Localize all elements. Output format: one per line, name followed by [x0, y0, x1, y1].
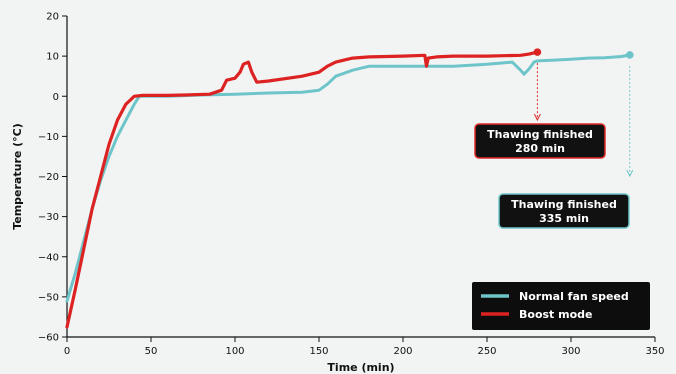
legend-box: [472, 282, 650, 330]
legend: Normal fan speed Boost mode: [472, 282, 650, 330]
x-tick-label: 0: [64, 346, 70, 357]
series-line-normal-fan-speed: [65, 53, 632, 303]
annotation-280-arrowhead: [533, 113, 541, 122]
annotation-280-line1: Thawing finished: [487, 128, 593, 141]
legend-label-boost-mode: Boost mode: [519, 308, 593, 321]
annotation-335-line2: 335 min: [539, 212, 589, 225]
x-tick-label: 200: [393, 346, 412, 357]
series-end-marker-boost-mode: [533, 48, 542, 56]
annotation-layer: Thawing finished 280 min Thawing finishe…: [474, 63, 634, 229]
annotation-280: Thawing finished 280 min: [474, 63, 606, 159]
y-tick-label: 10: [46, 52, 59, 63]
y-axis-title: Temperature (°C): [11, 123, 24, 230]
annotation-335-box: [498, 193, 630, 229]
x-tick-label: 150: [309, 346, 328, 357]
annotation-280-box: [474, 123, 606, 159]
x-tick-label: 250: [477, 346, 496, 357]
x-axis-title: Time (min): [327, 361, 394, 374]
x-tick-label: 300: [561, 346, 580, 357]
y-tick-label: −30: [38, 212, 59, 223]
y-tick-label: 0: [53, 92, 59, 103]
annotation-335-arrowhead: [626, 169, 634, 178]
x-tick-label: 100: [225, 346, 244, 357]
y-tick-label: −50: [38, 292, 59, 303]
y-tick-label: −10: [38, 132, 59, 143]
series-end-marker-normal-fan-speed: [626, 51, 634, 59]
y-tick-label: −60: [38, 333, 59, 344]
x-tick-label: 50: [145, 346, 158, 357]
y-tick-label: −40: [38, 252, 59, 263]
series-layer: [65, 48, 634, 329]
series-line-boost-mode: [65, 50, 540, 329]
annotation-280-line2: 280 min: [515, 142, 565, 155]
legend-label-normal-fan-speed: Normal fan speed: [519, 290, 629, 303]
y-tick-label: 20: [46, 12, 59, 23]
annotation-335-line1: Thawing finished: [511, 198, 617, 211]
y-tick-label: −20: [38, 172, 59, 183]
x-tick-label: 350: [645, 346, 664, 357]
annotation-335: Thawing finished 335 min: [498, 65, 634, 229]
